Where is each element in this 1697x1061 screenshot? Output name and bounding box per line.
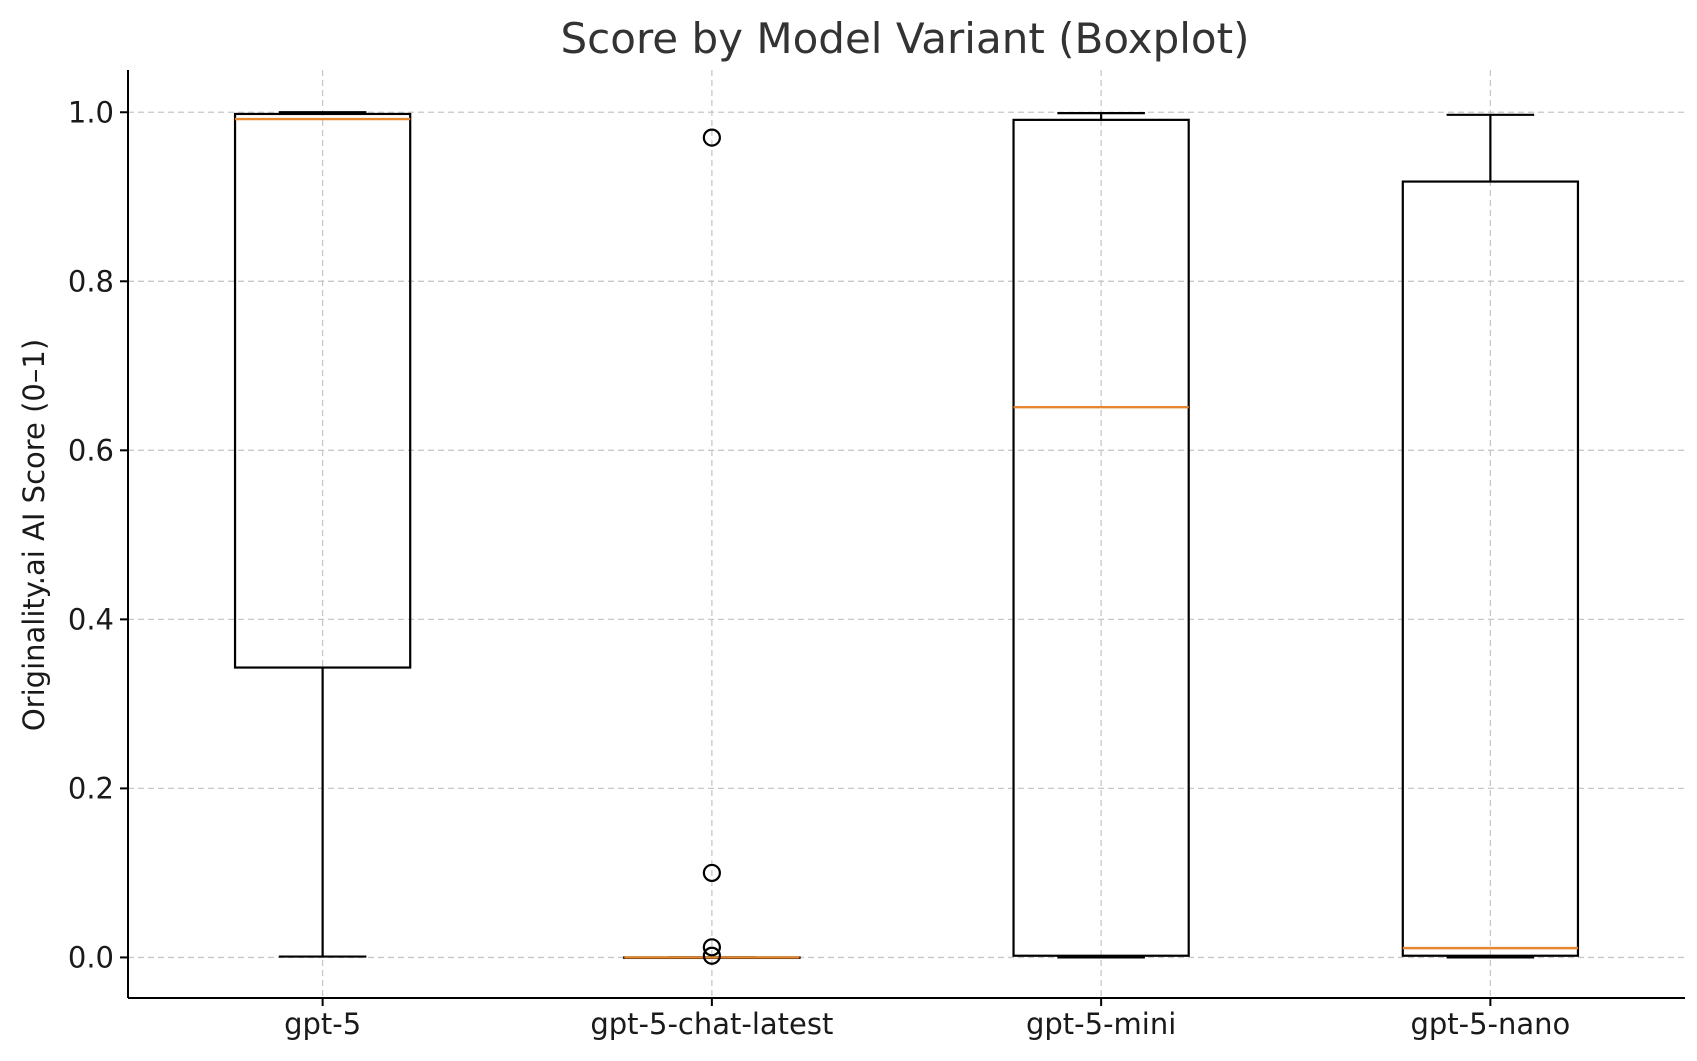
x-tick-label-1: gpt-5-chat-latest <box>590 1007 833 1041</box>
y-tick-label-5: 1.0 <box>68 95 114 129</box>
box-layer <box>233 111 1580 965</box>
box-iqr <box>1012 118 1190 957</box>
box-gpt-5-mini <box>1012 112 1190 959</box>
grid-layer <box>128 70 1685 998</box>
chart-title: Score by Model Variant (Boxplot) <box>561 14 1250 63</box>
y-tick-label-4: 0.8 <box>68 264 114 298</box>
y-tick-label-3: 0.6 <box>68 433 114 467</box>
outlier-point-3 <box>702 946 721 965</box>
x-tick-label-0: gpt-5 <box>284 1007 361 1041</box>
box-gpt-5-chat-latest <box>623 128 801 965</box>
x-tick-label-3: gpt-5-nano <box>1410 1007 1570 1041</box>
y-tick-label-2: 0.4 <box>68 602 114 636</box>
y-tick-label-1: 0.2 <box>68 771 114 805</box>
box-iqr <box>1401 180 1580 957</box>
y-axis-label: Originality.ai AI Score (0–1) <box>17 339 51 731</box>
x-tick-label-2: gpt-5-mini <box>1026 1007 1176 1041</box>
y-tick-label-0: 0.0 <box>68 940 114 974</box>
outlier-point-2 <box>702 938 721 957</box>
axis-layer: 0.0 0.2 0.4 0.6 0.8 1.0 gpt-5 gpt-5-chat-latest… <box>68 70 1685 1041</box>
box-iqr <box>233 112 412 669</box>
box-gpt-5 <box>233 111 412 958</box>
box-gpt-5-nano <box>1401 113 1580 959</box>
outlier-point-0 <box>702 128 721 147</box>
outlier-point-1 <box>702 863 721 883</box>
